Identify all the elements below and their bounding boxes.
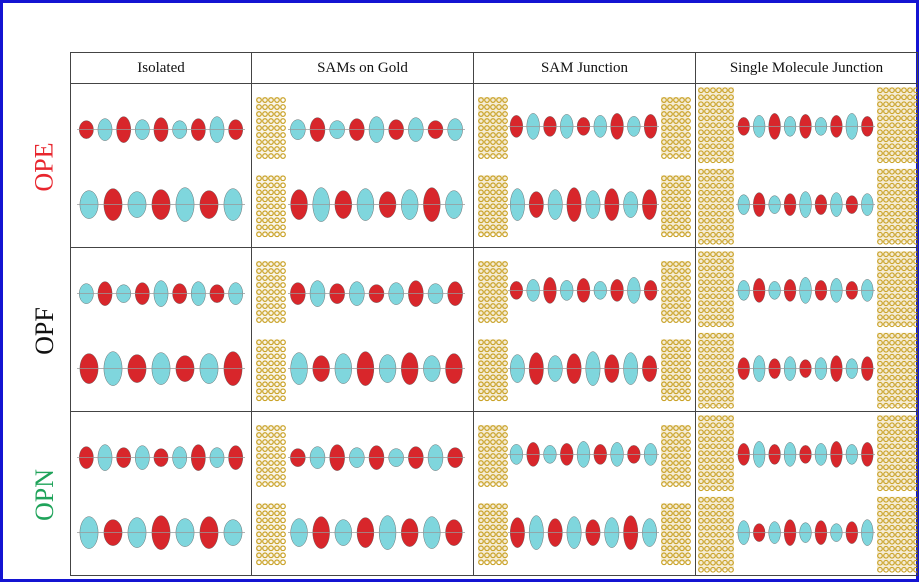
orbital-panel xyxy=(696,84,917,247)
cell-ope-sams-on-gold xyxy=(251,83,474,248)
orbital-panel xyxy=(252,248,473,411)
orbital-panel xyxy=(71,84,251,247)
cell-opf-isolated xyxy=(70,247,252,412)
orbital-drawing xyxy=(256,97,465,238)
orbital-drawing xyxy=(256,261,465,402)
orbital-drawing xyxy=(478,261,691,402)
cell-ope-isolated xyxy=(70,83,252,248)
cell-opf-sam-junction xyxy=(473,247,696,412)
orbital-panel xyxy=(474,412,695,575)
orbital-panel xyxy=(252,412,473,575)
column-header-sams-on-gold: SAMs on Gold xyxy=(251,52,474,84)
header-row: Isolated SAMs on Gold SAM Junction Singl… xyxy=(70,52,918,84)
orbital-panel xyxy=(252,84,473,247)
row-label-ope-text: OPE xyxy=(30,141,59,192)
row-label-opf: OPF xyxy=(22,249,68,412)
orbital-drawing xyxy=(478,425,691,566)
orbital-drawing xyxy=(256,425,465,566)
row-label-ope: OPE xyxy=(22,85,68,248)
cell-opn-single-molecule-junction xyxy=(695,411,918,576)
orbital-drawing xyxy=(77,444,245,550)
orbital-drawing xyxy=(698,251,917,409)
cell-opf-single-molecule-junction xyxy=(695,247,918,412)
orbital-drawing xyxy=(698,415,917,573)
row-opf xyxy=(70,247,918,412)
row-label-opn: OPN xyxy=(22,413,68,576)
orbital-drawing xyxy=(77,116,245,222)
cell-ope-single-molecule-junction xyxy=(695,83,918,248)
cell-ope-sam-junction xyxy=(473,83,696,248)
orbital-figure-table: Isolated SAMs on Gold SAM Junction Singl… xyxy=(70,52,918,576)
cell-opn-isolated xyxy=(70,411,252,576)
column-header-sam-junction: SAM Junction xyxy=(473,52,696,84)
orbital-panel xyxy=(474,84,695,247)
cell-opf-sams-on-gold xyxy=(251,247,474,412)
column-header-single-molecule-junction: Single Molecule Junction xyxy=(695,52,918,84)
orbital-drawing xyxy=(698,87,917,245)
orbital-panel xyxy=(696,412,917,575)
orbital-panel xyxy=(696,248,917,411)
row-label-opf-text: OPF xyxy=(30,306,60,355)
column-header-isolated: Isolated xyxy=(70,52,252,84)
row-label-opn-text: OPN xyxy=(30,468,60,521)
orbital-panel xyxy=(71,248,251,411)
orbital-panel xyxy=(71,412,251,575)
cell-opn-sam-junction xyxy=(473,411,696,576)
orbital-drawing xyxy=(478,97,691,238)
row-opn xyxy=(70,411,918,576)
orbital-drawing xyxy=(77,280,245,386)
row-ope xyxy=(70,83,918,248)
orbital-panel xyxy=(474,248,695,411)
cell-opn-sams-on-gold xyxy=(251,411,474,576)
